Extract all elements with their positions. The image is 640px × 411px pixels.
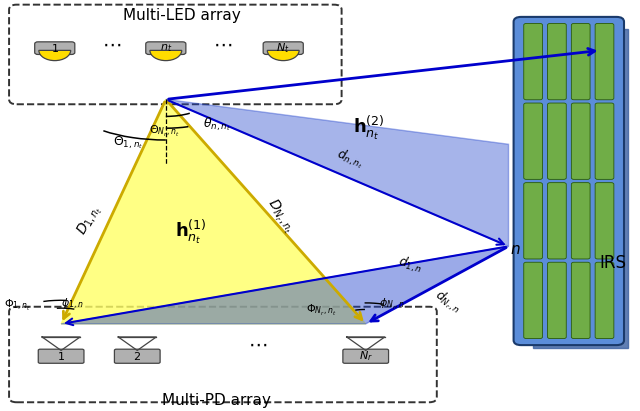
Text: $1$: $1$ xyxy=(57,350,65,362)
Text: $\Phi_{N_r,n_t}$: $\Phi_{N_r,n_t}$ xyxy=(306,303,337,319)
Text: $n$: $n$ xyxy=(510,242,521,257)
Text: $\Theta_{1,n_t}$: $\Theta_{1,n_t}$ xyxy=(113,134,143,150)
Text: $\mathbf{h}_{n_t}^{(2)}$: $\mathbf{h}_{n_t}^{(2)}$ xyxy=(353,114,385,142)
FancyBboxPatch shape xyxy=(548,23,566,100)
Wedge shape xyxy=(150,51,182,60)
Text: Multi-PD array: Multi-PD array xyxy=(162,393,271,408)
Polygon shape xyxy=(347,337,385,351)
FancyBboxPatch shape xyxy=(524,182,543,259)
FancyBboxPatch shape xyxy=(548,262,566,339)
FancyBboxPatch shape xyxy=(572,182,590,259)
Text: $N_t$: $N_t$ xyxy=(276,41,290,55)
FancyBboxPatch shape xyxy=(595,182,614,259)
FancyBboxPatch shape xyxy=(343,349,388,363)
Text: $\phi_{N_r,n}$: $\phi_{N_r,n}$ xyxy=(380,297,405,312)
Text: $\phi_{1,n}$: $\phi_{1,n}$ xyxy=(61,297,83,312)
FancyBboxPatch shape xyxy=(524,262,543,339)
FancyBboxPatch shape xyxy=(38,349,84,363)
FancyBboxPatch shape xyxy=(524,23,543,100)
Polygon shape xyxy=(61,99,365,324)
FancyBboxPatch shape xyxy=(595,23,614,100)
Text: $n_t$: $n_t$ xyxy=(159,42,172,53)
FancyBboxPatch shape xyxy=(524,103,543,179)
Text: $D_{1,n_t}$: $D_{1,n_t}$ xyxy=(74,201,106,238)
FancyBboxPatch shape xyxy=(146,42,186,55)
Text: $\cdots$: $\cdots$ xyxy=(248,335,268,354)
FancyBboxPatch shape xyxy=(595,262,614,339)
FancyBboxPatch shape xyxy=(548,103,566,179)
Polygon shape xyxy=(532,29,628,348)
Text: $D_{N_r,n_t}$: $D_{N_r,n_t}$ xyxy=(262,195,298,236)
Text: $\cdots$: $\cdots$ xyxy=(102,35,122,54)
FancyBboxPatch shape xyxy=(548,182,566,259)
FancyBboxPatch shape xyxy=(572,23,590,100)
FancyBboxPatch shape xyxy=(572,103,590,179)
Text: IRS: IRS xyxy=(600,254,627,272)
Wedge shape xyxy=(268,51,299,60)
FancyBboxPatch shape xyxy=(115,349,160,363)
Text: $d_{N_r,n}$: $d_{N_r,n}$ xyxy=(431,286,465,317)
Text: $\cdots$: $\cdots$ xyxy=(213,35,232,54)
FancyBboxPatch shape xyxy=(513,17,624,345)
Polygon shape xyxy=(42,337,80,351)
Text: $\Phi_{1,n_t}$: $\Phi_{1,n_t}$ xyxy=(4,298,31,313)
Polygon shape xyxy=(166,99,509,246)
Text: Multi-LED array: Multi-LED array xyxy=(123,7,241,23)
Text: $1$: $1$ xyxy=(51,42,59,54)
Text: $\mathbf{h}_{n_t}^{(1)}$: $\mathbf{h}_{n_t}^{(1)}$ xyxy=(175,218,207,246)
Text: $\Theta_{N_r,n_t}$: $\Theta_{N_r,n_t}$ xyxy=(148,124,179,139)
Polygon shape xyxy=(118,337,156,351)
FancyBboxPatch shape xyxy=(572,262,590,339)
Text: $d_{n,n_t}$: $d_{n,n_t}$ xyxy=(333,145,366,172)
Text: $2$: $2$ xyxy=(133,350,141,362)
FancyBboxPatch shape xyxy=(595,103,614,179)
FancyBboxPatch shape xyxy=(35,42,75,55)
FancyBboxPatch shape xyxy=(263,42,303,55)
Text: $\theta_{n,n_t}$: $\theta_{n,n_t}$ xyxy=(203,115,230,133)
Text: $d_{1,n}$: $d_{1,n}$ xyxy=(396,253,424,276)
Text: $N_r$: $N_r$ xyxy=(359,349,372,363)
Polygon shape xyxy=(61,246,509,324)
Wedge shape xyxy=(39,51,70,60)
